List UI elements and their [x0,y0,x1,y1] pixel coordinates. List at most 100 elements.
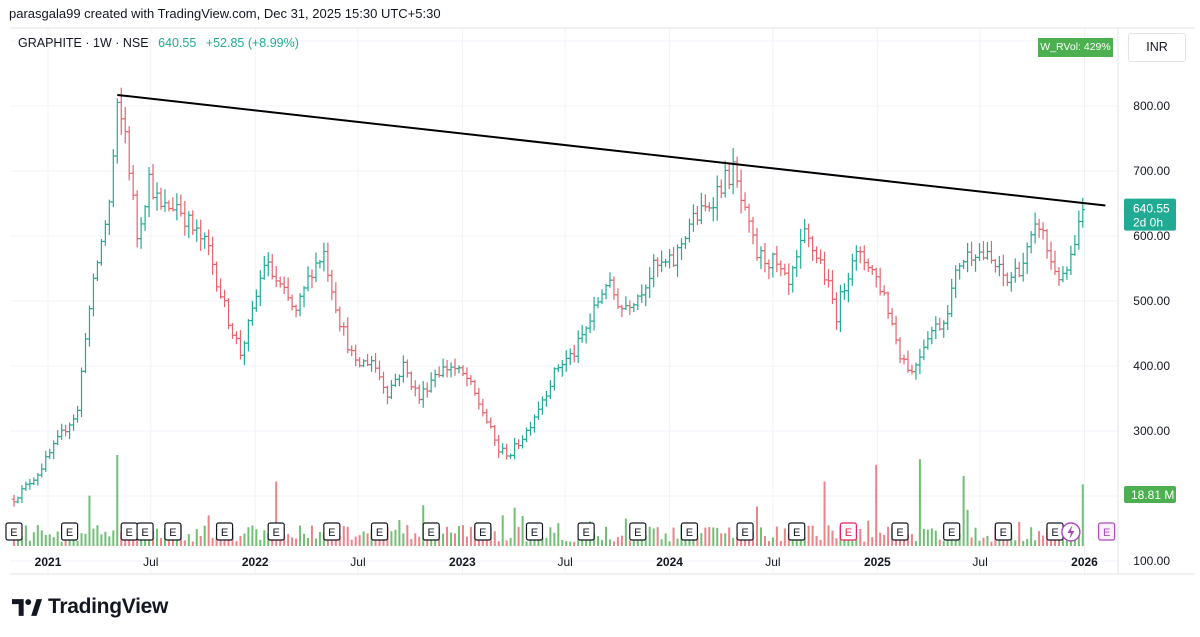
earnings-marker[interactable]: E [215,522,234,541]
earnings-marker[interactable]: E [943,522,961,541]
volume-bar [295,538,298,546]
ohlc-bar [917,348,923,375]
ohlc-bar [11,494,17,507]
earnings-marker-label: E [741,527,748,539]
ohlc-bar [440,358,446,378]
ohlc-bar [532,414,537,433]
earnings-marker[interactable]: E [61,522,79,541]
ohlc-bar [719,179,724,199]
ohlc-bar [540,396,545,415]
earnings-marker-box [788,522,806,541]
earnings-marker[interactable]: E [891,522,909,541]
volume-bar [20,537,23,546]
earnings-marker-box [474,522,492,541]
tradingview-logo[interactable]: TradingView [12,595,168,619]
lightning-icon[interactable] [1061,522,1081,542]
ohlc-bar [385,385,390,405]
volume-bar [501,515,504,546]
volume-bar [1014,540,1017,546]
earnings-marker[interactable]: E [525,522,544,541]
volume-bar [887,526,890,546]
earnings-marker[interactable]: E [629,522,647,541]
volume-bar [334,537,337,546]
earnings-marker[interactable]: E [136,522,154,541]
earnings-marker[interactable]: E [164,522,182,541]
ohlc-bar [1009,272,1014,292]
volume-bar [831,530,834,546]
ohlc-bar [639,284,644,303]
earnings-marker[interactable]: E [422,522,440,541]
ohlc-bar [762,243,768,273]
ohlc-bar [377,360,382,381]
earnings-marker[interactable]: E [994,522,1012,541]
earnings-marker[interactable]: E [323,522,341,541]
volume-bar [605,526,608,546]
volume-bar [398,519,401,546]
earnings-marker[interactable]: E [267,522,285,541]
earnings-marker[interactable]: E [680,522,699,541]
ohlc-bar [321,242,327,272]
ohlc-bar [1040,222,1046,240]
last-price-tag-countdown: 2d 0h [1133,216,1163,230]
earnings-marker[interactable]: E [120,522,138,541]
earnings-marker[interactable]: E [577,522,595,541]
earnings-marker-box [5,522,23,541]
ohlc-bar [472,379,478,396]
earnings-marker-label: E [793,527,800,539]
earnings-marker[interactable]: E [474,522,492,541]
earnings-marker-box [136,522,154,541]
ohlc-bar [659,250,664,273]
earnings-marker[interactable]: E [839,522,857,541]
earnings-marker[interactable]: E [370,522,389,541]
ohlc-bar [301,286,307,308]
volume-bar [410,539,413,546]
earnings-marker[interactable]: E [5,522,23,541]
ohlc-bar [937,317,942,331]
ohlc-bar [305,266,311,292]
ohlc-bar [476,387,482,410]
earnings-marker[interactable]: E [1046,522,1064,541]
ohlc-bar [591,296,597,331]
ohlc-bar [643,284,648,307]
earnings-marker-box [994,522,1012,541]
ohlc-bar [862,245,867,271]
currency-button[interactable]: INR [1128,33,1186,62]
ohlc-bar [818,249,823,265]
ohlc-bar [691,204,696,232]
ohlc-bar [166,200,172,212]
ohlc-bar [758,246,764,270]
trendline-line [117,93,1106,207]
volume-bar [879,532,882,546]
ohlc-bar [798,228,803,269]
ohlc-bar [1013,258,1018,283]
ohlc-bar [957,263,962,280]
earnings-marker-label: E [66,527,73,539]
earnings-marker-box [422,522,440,541]
volume-bar [362,531,365,546]
earnings-marker-box [525,522,544,541]
ohlc-bar [1048,241,1054,270]
ohlc-bar [91,273,96,317]
volume-bar [656,527,659,546]
volume-bar [934,530,937,546]
volume-bar [990,541,993,546]
ohlc-bar [43,450,48,472]
earnings-marker[interactable]: E [788,522,806,541]
volume-bar [986,535,989,546]
volume-bar [191,541,194,546]
volume-bar [871,537,874,546]
earnings-marker[interactable]: E [736,522,754,541]
ohlc-bar [512,437,517,460]
volume-bar [314,538,317,546]
ohlc-bar [337,306,342,332]
ohlc-bar [325,242,331,282]
ohlc-bar [679,238,684,261]
ohlc-bar [881,285,887,296]
ohlc-bar [142,205,148,231]
earnings-upcoming-marker[interactable]: E [1098,522,1116,541]
volume-bar [394,529,397,546]
volume-bar [219,535,222,546]
rvol-indicator-badge[interactable]: W_RVol: 429% [1038,38,1113,57]
earnings-marker-label: E [582,527,589,539]
